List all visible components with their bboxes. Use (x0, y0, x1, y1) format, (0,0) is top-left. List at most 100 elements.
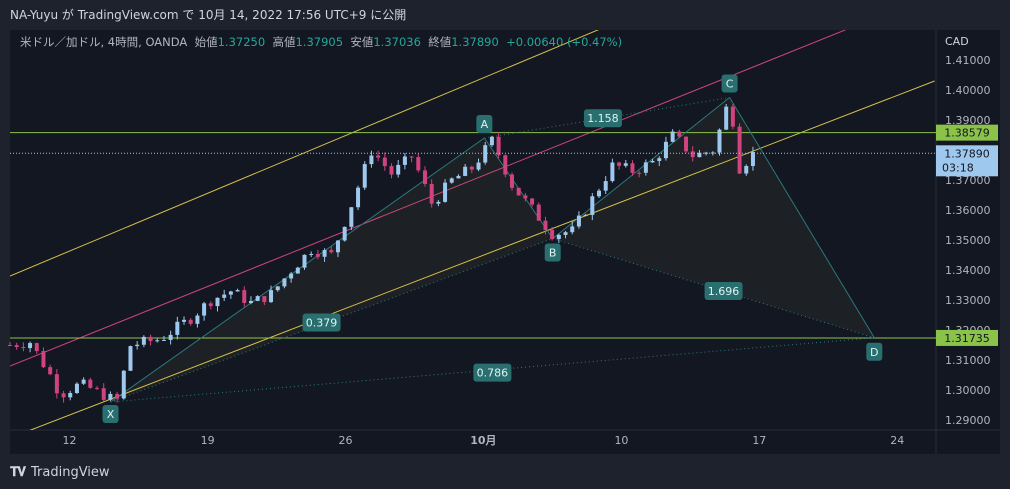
candle-body (724, 106, 729, 130)
footer-brand: TradingView (31, 464, 110, 480)
candle-body (235, 290, 240, 292)
x-tick-label: 12 (62, 434, 76, 447)
candle-body (389, 166, 394, 175)
y-tick-label: 1.31000 (945, 354, 991, 367)
candle-body (744, 166, 749, 174)
pattern-point-badge (102, 405, 119, 423)
level-price-label: 1.38579 (944, 127, 990, 140)
legend-close: 1.37890 (451, 35, 499, 49)
pattern-point-label: X (107, 408, 115, 421)
tradingview-logo-icon: 𝐓𝐕 (10, 464, 26, 480)
pattern-diag-xb (110, 238, 553, 403)
candle-body (121, 370, 126, 399)
candle-body (563, 232, 568, 235)
candle-body (101, 388, 106, 400)
candle-body (141, 336, 146, 345)
candle-body (630, 163, 635, 173)
candle-body (175, 321, 180, 335)
candle-body (543, 220, 548, 230)
candle-body (182, 319, 187, 322)
candle-body (550, 229, 555, 240)
candle-body (590, 196, 595, 215)
y-tick-label: 1.39000 (945, 114, 991, 127)
ratio-badge (302, 313, 341, 332)
ratio-label: 1.696 (708, 285, 740, 298)
x-tick-label: 26 (338, 434, 352, 447)
x-tick-label: 19 (201, 434, 215, 447)
candle-body (429, 184, 434, 204)
candle-body (289, 273, 294, 279)
candle-body (617, 162, 622, 166)
y-tick-label: 1.33000 (945, 294, 991, 307)
pattern-point-label: C (726, 78, 734, 91)
candle-body (684, 136, 689, 152)
candle-body (48, 367, 53, 375)
legend-open: 1.37250 (217, 35, 266, 49)
currency-label: CAD (945, 35, 969, 48)
candle-body (396, 164, 401, 175)
candle-body (469, 166, 474, 170)
candle-body (456, 175, 461, 179)
candle-body (503, 155, 508, 175)
candle-body (242, 290, 247, 304)
candle-body (222, 294, 227, 298)
candle-body (329, 250, 334, 253)
last-price-label: 1.37890 (944, 147, 990, 160)
candle-body (128, 346, 133, 371)
candle-body (275, 286, 280, 291)
candle-body (282, 278, 287, 287)
chart-frame[interactable] (10, 30, 1000, 454)
candle-body (496, 136, 501, 156)
y-tick-label: 1.36000 (945, 204, 991, 217)
legend-symbol: 米ドル／加ドル, 4時間, OANDA (20, 35, 188, 49)
candle-body (68, 393, 73, 398)
pattern-xab-fill (110, 138, 553, 402)
ratio-label: 1.158 (587, 112, 619, 125)
candle-body (88, 379, 93, 388)
candle-body (28, 343, 33, 349)
candle-body (168, 334, 173, 340)
candle-body (750, 152, 755, 167)
candle-body (730, 106, 735, 127)
candle-body (416, 157, 421, 171)
candle-body (302, 254, 307, 268)
pattern-point-badge (476, 115, 493, 133)
candle-body (202, 303, 207, 316)
x-tick-label: 10月 (470, 434, 496, 447)
candle-body (523, 195, 528, 199)
legend-open-label: 始値 (194, 35, 218, 49)
candle-body (509, 174, 514, 188)
candle-body (61, 393, 66, 398)
candle-body (161, 339, 166, 341)
candle-body (697, 152, 702, 158)
candle-body (315, 254, 320, 257)
candle-body (322, 250, 327, 257)
candle-body (295, 267, 300, 274)
ratio-badge (473, 363, 512, 382)
candle-body (54, 374, 59, 394)
pattern-leg-cd (729, 97, 875, 339)
legend-low-label: 安値 (350, 35, 374, 49)
legend-high-label: 高値 (272, 35, 296, 49)
candle-body (369, 155, 374, 165)
candle-body (643, 162, 648, 173)
candle-body (422, 170, 427, 185)
candle-body (436, 201, 441, 204)
pattern-bcd-fill (552, 97, 875, 338)
candle-body (637, 172, 642, 174)
candle-body (335, 240, 340, 253)
candle-body (228, 291, 233, 295)
level-price-label: 1.31735 (944, 332, 990, 345)
candle-body (476, 162, 481, 170)
candle-body (463, 166, 468, 176)
candle-body (41, 351, 46, 368)
candle-body (516, 187, 521, 196)
pattern-point-badge (866, 342, 883, 361)
ratio-badge (583, 109, 622, 128)
candle-body (309, 254, 314, 256)
candle-body (208, 303, 213, 307)
candle-body (737, 126, 742, 174)
pattern-leg-bc (552, 97, 730, 239)
y-tick-label: 1.40000 (945, 84, 991, 97)
